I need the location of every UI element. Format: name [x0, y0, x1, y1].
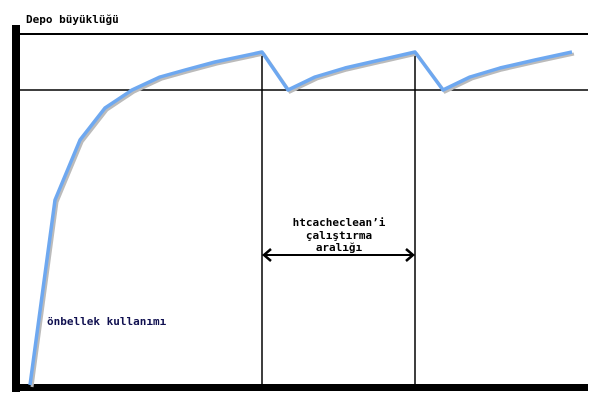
arrow-right-icon: [405, 248, 415, 262]
arrow-left-icon: [262, 248, 272, 262]
curve-label: önbellek kullanımı: [47, 315, 167, 328]
interval-label-line3: aralığı: [316, 241, 363, 254]
cache-usage-curve: [28, 50, 573, 386]
y-axis: [12, 25, 20, 392]
interval-label-line1: htcacheclean’i: [293, 216, 386, 229]
y-axis-label: Depo büyüklüğü: [26, 13, 119, 26]
x-axis: [12, 384, 588, 391]
interval-label-line2: çalıştırma: [306, 229, 372, 242]
curve-shadow: [30, 52, 575, 388]
